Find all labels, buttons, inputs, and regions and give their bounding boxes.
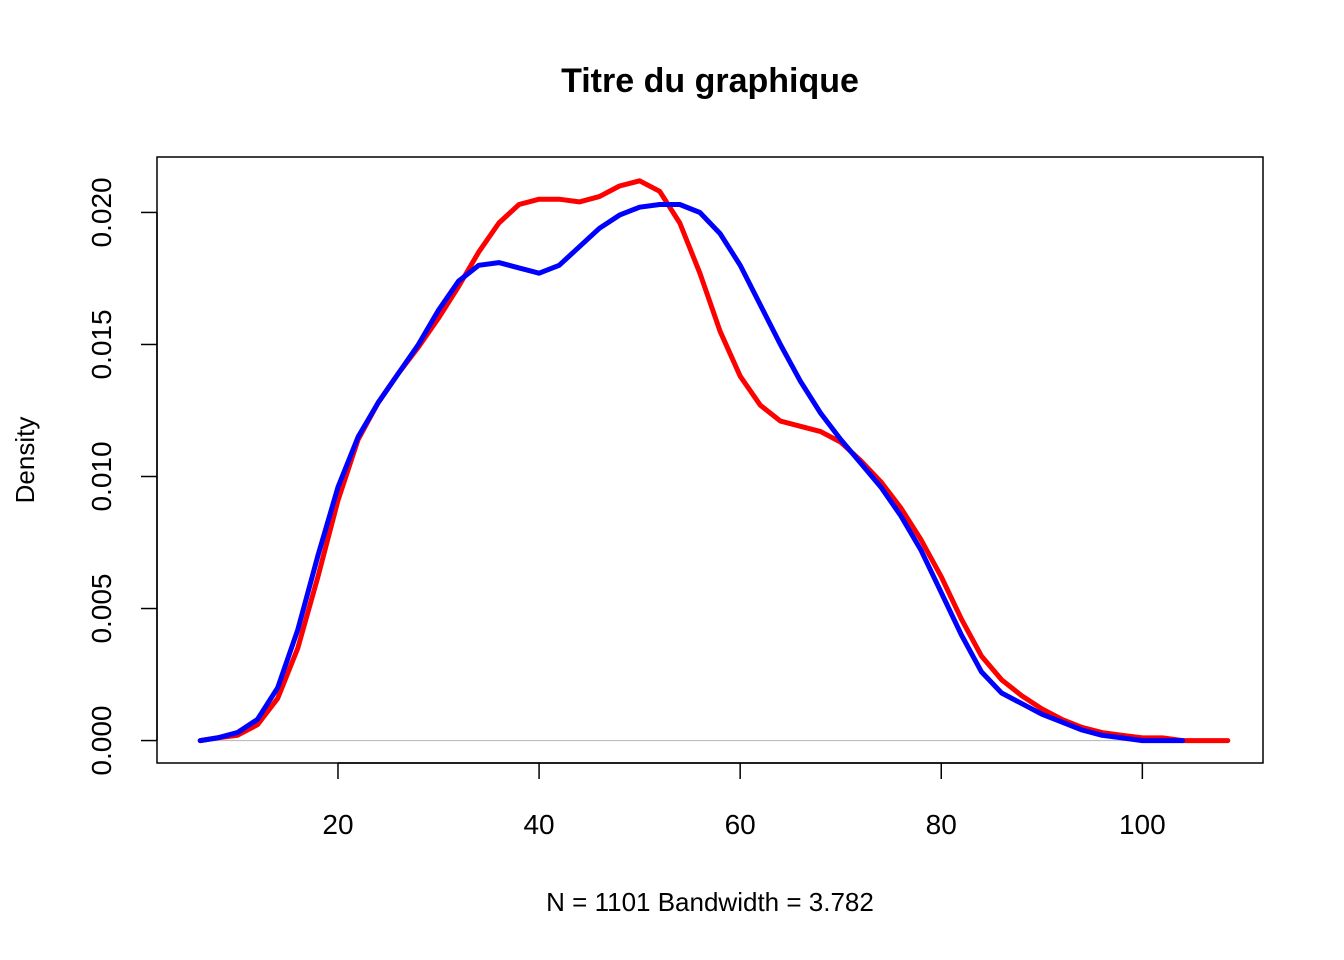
x-axis-title: N = 1101 Bandwidth = 3.782 [546, 887, 874, 917]
plot-box [156, 156, 1264, 764]
series-layer [197, 178, 1231, 744]
y-tick-label: 0.000 [86, 706, 117, 776]
x-axis: 20 40 60 80 100 [322, 762, 1166, 840]
chart-title: Titre du graphique [561, 62, 859, 100]
density-line-red [197, 178, 1231, 744]
y-axis-title: Density [10, 417, 40, 504]
y-tick-label: 0.015 [86, 309, 117, 379]
x-tick-label: 80 [926, 809, 957, 840]
y-tick-label: 0.010 [86, 441, 117, 511]
x-tick-label: 40 [523, 809, 554, 840]
density-line-blue [197, 202, 1186, 744]
y-tick-label: 0.005 [86, 573, 117, 643]
y-tick-label: 0.020 [86, 177, 117, 247]
y-axis: 0.000 0.005 0.010 0.015 0.020 [86, 177, 158, 776]
x-tick-label: 100 [1119, 809, 1166, 840]
x-tick-label: 60 [725, 809, 756, 840]
x-tick-label: 20 [322, 809, 353, 840]
